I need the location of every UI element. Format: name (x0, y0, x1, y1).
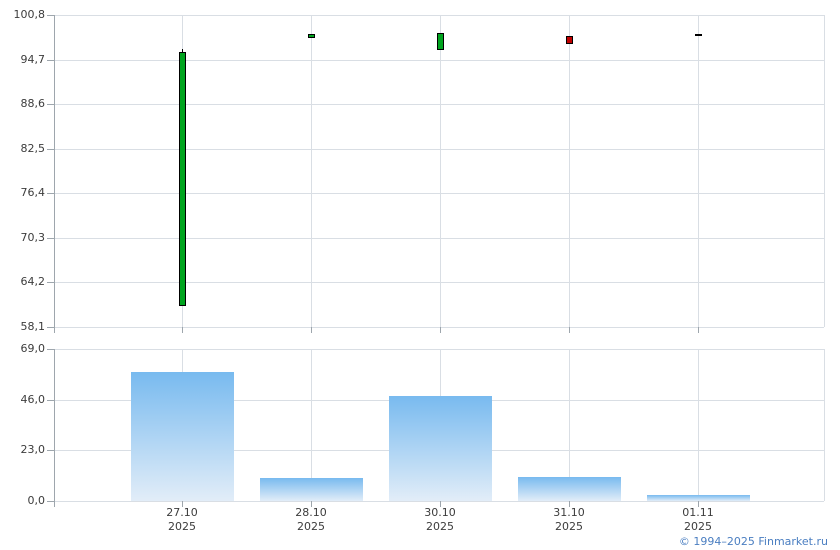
candlestick (179, 52, 186, 306)
v-gridline (698, 15, 699, 327)
h-gridline (54, 327, 824, 328)
y-axis-tick (47, 501, 54, 502)
x-axis-tick (311, 501, 312, 507)
y-axis-tick (47, 450, 54, 451)
h-gridline (54, 15, 824, 16)
y-axis-label: 88,6 (20, 97, 46, 110)
y-axis-tick (47, 149, 54, 150)
v-gridline (440, 15, 441, 327)
y-axis-label: 100,8 (13, 8, 46, 21)
v-gridline (311, 349, 312, 501)
v-gridline (569, 349, 570, 501)
h-gridline (54, 60, 824, 61)
volume-bar (518, 477, 621, 501)
h-gridline (54, 193, 824, 194)
y-axis-label: 23,0 (20, 443, 46, 456)
y-axis-label: 0,0 (27, 494, 46, 507)
x-axis-tick (182, 501, 183, 507)
y-axis-tick (47, 60, 54, 61)
h-gridline (54, 104, 824, 105)
x-axis-date-label: 27.10 2025 (166, 506, 198, 533)
x-axis-date-label: 30.10 2025 (424, 506, 456, 533)
y-axis-label: 70,3 (20, 231, 46, 244)
volume-bar (260, 478, 363, 501)
y-axis-line (54, 349, 55, 507)
y-axis-tick (47, 400, 54, 401)
x-axis-tick (311, 327, 312, 333)
volume-bar (131, 372, 234, 501)
y-axis-label: 46,0 (20, 393, 46, 406)
y-axis-tick (47, 238, 54, 239)
y-axis-tick (47, 193, 54, 194)
x-axis-tick (440, 327, 441, 333)
x-axis-tick (569, 501, 570, 507)
y-axis-tick (47, 104, 54, 105)
candlestick (308, 34, 315, 38)
volume-bar (647, 495, 750, 501)
x-axis-tick (698, 501, 699, 507)
y-axis-tick (47, 327, 54, 328)
x-axis-tick (182, 327, 183, 333)
x-axis-tick (698, 327, 699, 333)
candle-flat-dash (695, 34, 702, 36)
h-gridline (54, 238, 824, 239)
y-axis-label: 82,5 (20, 142, 46, 155)
x-axis-date-label: 31.10 2025 (553, 506, 585, 533)
y-axis-tick (47, 349, 54, 350)
v-gridline (569, 15, 570, 327)
v-gridline (698, 349, 699, 501)
h-gridline (54, 349, 824, 350)
y-axis-line (54, 15, 55, 333)
plot-right-border (824, 349, 825, 501)
copyright-link[interactable]: © 1994–2025 Finmarket.ru (678, 535, 828, 548)
candlestick (437, 33, 444, 50)
h-gridline (54, 282, 824, 283)
y-axis-label: 94,7 (20, 53, 46, 66)
h-gridline (54, 501, 824, 502)
y-axis-tick (47, 15, 54, 16)
x-axis-tick (569, 327, 570, 333)
y-axis-label: 69,0 (20, 342, 46, 355)
x-axis-date-label: 01.11 2025 (682, 506, 714, 533)
plot-right-border (824, 15, 825, 327)
x-axis-date-label: 28.10 2025 (295, 506, 327, 533)
y-axis-label: 76,4 (20, 186, 46, 199)
y-axis-label: 58,1 (20, 320, 46, 333)
y-axis-label: 64,2 (20, 275, 46, 288)
volume-bar (389, 396, 492, 501)
x-axis-tick (440, 501, 441, 507)
candlestick (566, 36, 573, 44)
y-axis-tick (47, 282, 54, 283)
h-gridline (54, 149, 824, 150)
v-gridline (311, 15, 312, 327)
